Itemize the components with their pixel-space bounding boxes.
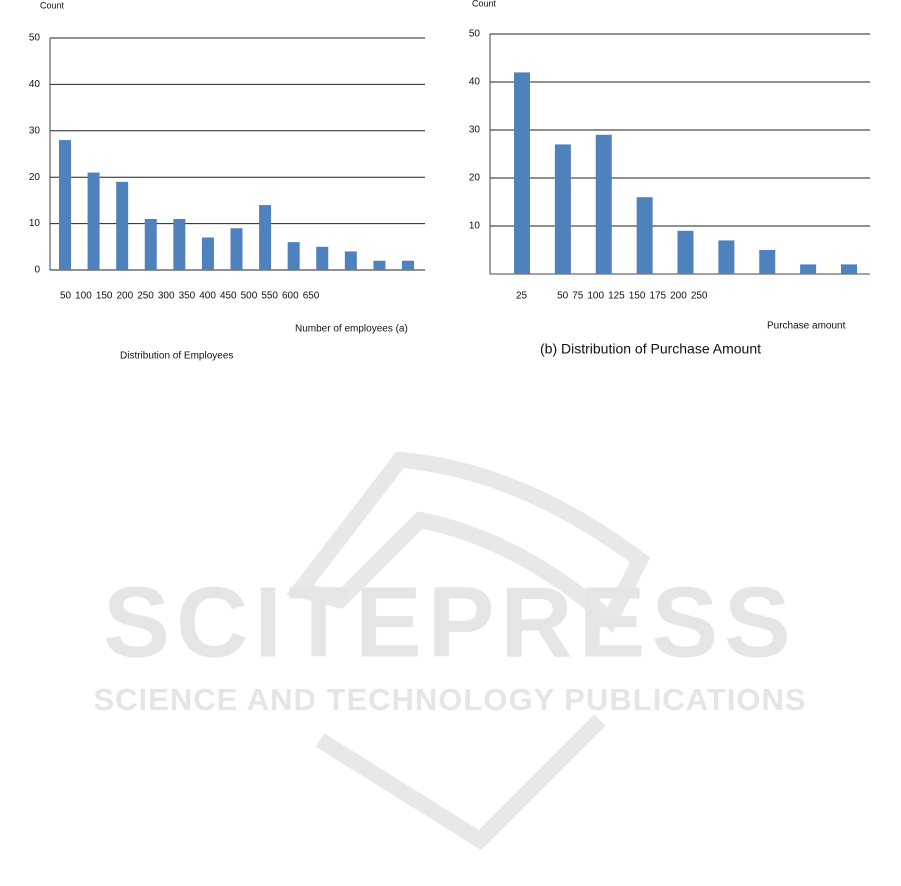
y-tick-label: 10 <box>469 221 481 232</box>
x-tick-label: 400 <box>199 291 216 302</box>
watermark-title: SCITEPRESS <box>103 566 797 678</box>
bar <box>554 144 571 274</box>
y-tick-label: 20 <box>29 172 41 183</box>
bar <box>841 264 857 274</box>
bar <box>636 197 653 274</box>
bar <box>59 140 71 270</box>
bar <box>677 230 694 274</box>
bar <box>230 228 243 270</box>
x-axis-label: Purchase amount <box>767 321 846 332</box>
x-tick-label: 150 <box>96 291 113 302</box>
bar <box>87 172 100 270</box>
x-tick-label: 100 <box>587 291 604 302</box>
x-tick-label: 300 <box>158 291 175 302</box>
bar <box>116 181 129 270</box>
y-tick-label: 0 <box>34 265 40 276</box>
y-tick-label: 50 <box>29 33 41 44</box>
watermark-shape <box>315 714 606 851</box>
y-tick-label: 10 <box>29 218 41 229</box>
bar <box>144 218 157 270</box>
bar <box>259 205 272 270</box>
x-tick-label: 600 <box>282 291 299 302</box>
x-tick-label: 450 <box>220 291 237 302</box>
x-tick-label: 150 <box>629 291 646 302</box>
y-tick-label: 50 <box>469 29 481 40</box>
x-axis-label: Number of employees (a) <box>295 324 408 335</box>
x-tick-label: 50 <box>60 291 72 302</box>
bar <box>173 218 186 270</box>
x-tick-label: 350 <box>179 291 196 302</box>
bar <box>316 246 329 270</box>
x-tick-label: 250 <box>691 291 708 302</box>
bar <box>402 260 414 270</box>
x-tick-label: 175 <box>649 291 666 302</box>
x-tick-label: 200 <box>117 291 134 302</box>
bar <box>718 240 735 274</box>
y-tick-label: 40 <box>29 79 41 90</box>
bar <box>595 134 612 274</box>
bar <box>514 72 530 275</box>
watermark: SCITEPRESS SCIENCE AND TECHNOLOGY PUBLIC… <box>93 451 806 851</box>
y-tick-label: 20 <box>469 173 481 184</box>
bar <box>800 264 817 274</box>
y-axis-label: Count <box>40 0 65 10</box>
x-tick-label: 200 <box>670 291 687 302</box>
x-tick-label: 25 <box>516 291 528 302</box>
caption: Distribution of Employees <box>120 351 233 362</box>
x-tick-label: 50 <box>557 291 569 302</box>
x-tick-label: 650 <box>303 291 320 302</box>
x-tick-label: 500 <box>241 291 258 302</box>
bar <box>201 237 214 270</box>
y-tick-label: 30 <box>29 125 41 136</box>
caption: (b) Distribution of Purchase Amount <box>540 341 761 357</box>
watermark-subtitle: SCIENCE AND TECHNOLOGY PUBLICATIONS <box>93 682 806 717</box>
x-tick-label: 250 <box>137 291 154 302</box>
bar <box>344 251 357 270</box>
y-tick-label: 30 <box>469 125 481 136</box>
x-tick-label: 550 <box>261 291 278 302</box>
x-tick-label: 125 <box>608 291 625 302</box>
bar <box>287 242 300 270</box>
x-tick-label: 100 <box>75 291 92 302</box>
x-tick-label: 75 <box>572 291 584 302</box>
watermark-shape <box>286 451 651 633</box>
bar <box>759 250 776 274</box>
bar <box>373 260 386 270</box>
y-tick-label: 40 <box>469 77 481 88</box>
y-axis-label: Count <box>472 0 497 8</box>
